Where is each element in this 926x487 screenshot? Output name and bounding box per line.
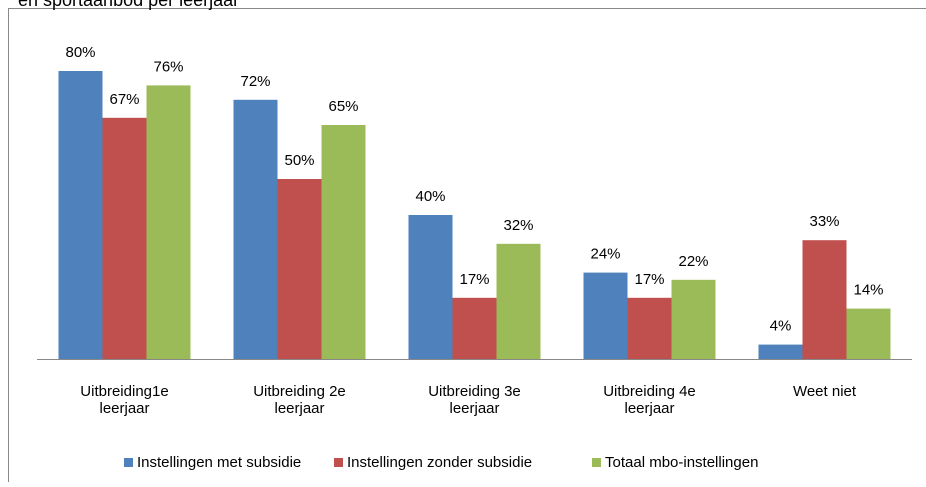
legend-swatch	[334, 458, 343, 467]
x-tick-label: Weet niet	[793, 383, 857, 400]
legend-swatch	[592, 458, 601, 467]
value-label: 76%	[153, 58, 183, 75]
legend-swatch	[124, 458, 133, 467]
legend-label: Totaal mbo-instellingen	[605, 454, 758, 471]
bar	[584, 273, 628, 359]
bar	[103, 118, 147, 359]
value-label: 4%	[770, 318, 792, 335]
value-label: 32%	[503, 217, 533, 234]
value-label: 50%	[284, 152, 314, 169]
value-label: 22%	[678, 253, 708, 270]
legend-label: Instellingen met subsidie	[137, 454, 301, 471]
bar	[628, 298, 672, 359]
value-label: 40%	[415, 188, 445, 205]
bar	[497, 244, 541, 359]
legend-label: Instellingen zonder subsidie	[347, 454, 532, 471]
bar	[59, 71, 103, 359]
bar	[759, 345, 803, 359]
bar	[803, 240, 847, 359]
bar	[453, 298, 497, 359]
value-label: 17%	[459, 271, 489, 288]
value-label: 17%	[634, 271, 664, 288]
value-label: 65%	[328, 98, 358, 115]
value-label: 72%	[240, 73, 270, 90]
bar	[278, 179, 322, 359]
value-label: 24%	[590, 246, 620, 263]
bar	[409, 215, 453, 359]
value-label: 33%	[809, 213, 839, 230]
value-label: 14%	[853, 282, 883, 299]
bar	[234, 100, 278, 359]
chart-title: en sportaanbod per leerjaar	[18, 0, 239, 10]
bar	[322, 125, 366, 359]
bar	[672, 280, 716, 359]
value-label: 67%	[109, 91, 139, 108]
bar	[847, 309, 891, 359]
bar	[147, 85, 191, 359]
value-label: 80%	[65, 44, 95, 61]
